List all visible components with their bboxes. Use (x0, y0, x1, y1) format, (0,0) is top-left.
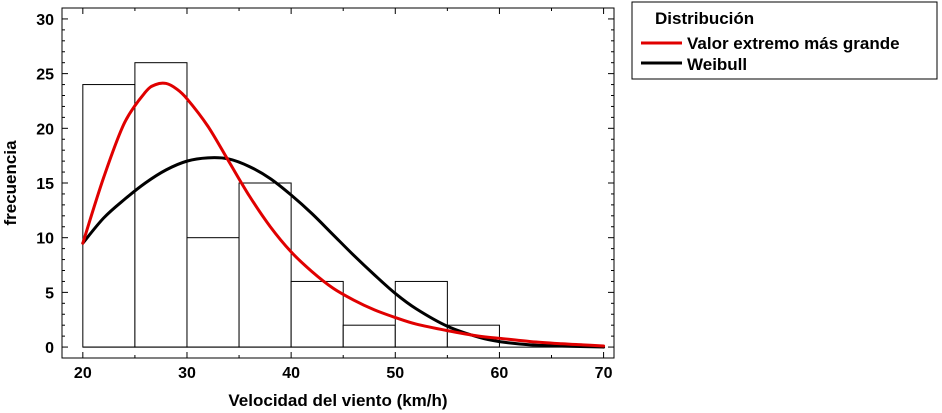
histogram-bar (342, 324, 396, 348)
legend-label-valor-extremo: Valor extremo más grande (687, 34, 900, 53)
y-axis-title: frecuencia (1, 140, 20, 226)
histogram-bar (238, 182, 292, 348)
legend-title: Distribución (655, 9, 754, 28)
curve-valor-extremo (81, 81, 606, 348)
x-axis-title: Velocidad del viento (km/h) (228, 391, 447, 410)
legend: Distribución Valor extremo más grande We… (631, 1, 938, 80)
y-tick-label: 20 (36, 121, 54, 138)
x-tick-label: 30 (178, 365, 196, 382)
curve-weibull (81, 156, 606, 349)
y-tick-label: 25 (36, 67, 54, 84)
y-axis: 0 5 10 15 20 25 30 (36, 12, 614, 357)
y-tick-label: 10 (36, 231, 54, 248)
fitted-curves (81, 81, 606, 349)
histogram-bar (394, 280, 448, 348)
y-tick-label: 30 (36, 12, 54, 29)
y-tick-label: 5 (45, 285, 54, 302)
legend-box (631, 1, 938, 80)
y-tick-label: 0 (45, 340, 54, 357)
histogram-bars (82, 62, 604, 348)
x-tick-label: 40 (282, 365, 300, 382)
x-tick-label: 50 (386, 365, 404, 382)
x-tick-label: 70 (595, 365, 613, 382)
x-tick-label: 60 (491, 365, 509, 382)
histogram-bar (134, 62, 188, 348)
y-tick-label: 15 (36, 176, 54, 193)
histogram-bar (290, 280, 344, 348)
x-axis: 20 30 40 50 60 70 (74, 8, 613, 382)
legend-label-weibull: Weibull (687, 55, 747, 74)
x-tick-label: 20 (74, 365, 92, 382)
histogram-bar (186, 237, 240, 348)
